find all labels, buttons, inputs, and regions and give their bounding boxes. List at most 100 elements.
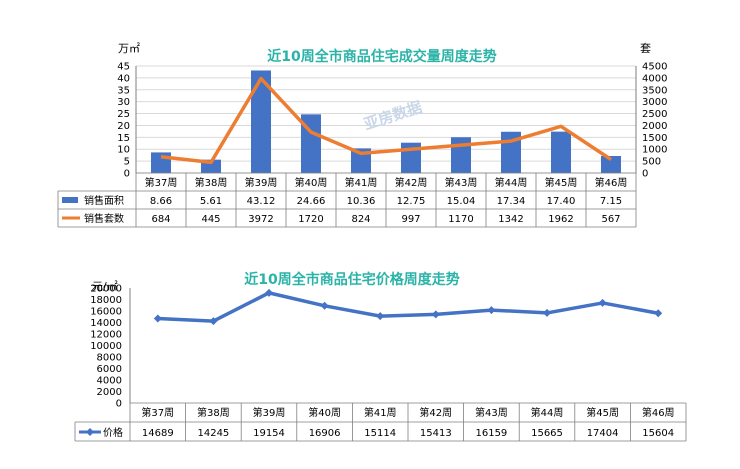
data-label-price: 14245 bbox=[197, 428, 229, 439]
x-tick-label: 第43周 bbox=[475, 406, 508, 419]
data-label-price: 14689 bbox=[142, 428, 174, 439]
data-label-price: 16159 bbox=[475, 428, 507, 439]
y-right-tick-label: 4000 bbox=[642, 73, 667, 84]
x-tick-label: 第42周 bbox=[395, 176, 428, 189]
y-left-tick-label: 40 bbox=[117, 73, 130, 84]
data-label-area: 5.61 bbox=[200, 196, 222, 207]
y-left-tick-label: 30 bbox=[117, 97, 130, 108]
legend-label-units: 销售套数 bbox=[84, 212, 124, 225]
x-tick-label: 第43周 bbox=[445, 176, 478, 189]
x-tick-label: 第44周 bbox=[495, 176, 528, 189]
x-tick-label: 第37周 bbox=[145, 176, 178, 189]
data-label-units: 1720 bbox=[298, 214, 323, 225]
x-tick-label: 第42周 bbox=[419, 406, 452, 419]
legend-key-area bbox=[62, 197, 78, 203]
right-axis-unit: 套 bbox=[640, 42, 651, 55]
y-left-tick-label: 10 bbox=[117, 145, 130, 156]
data-label-units: 3972 bbox=[248, 214, 273, 225]
price-point bbox=[432, 310, 440, 318]
x-tick-label: 第44周 bbox=[531, 406, 564, 419]
price-point bbox=[654, 309, 662, 317]
x-tick-label: 第46周 bbox=[642, 406, 675, 419]
y-right-tick-label: 2000 bbox=[642, 121, 667, 132]
data-label-units: 1962 bbox=[548, 214, 573, 225]
data-label-area: 43.12 bbox=[247, 196, 276, 207]
y-tick-label: 20000 bbox=[90, 284, 122, 295]
data-label-area: 8.66 bbox=[150, 196, 172, 207]
y-right-tick-label: 500 bbox=[642, 157, 661, 168]
price-point bbox=[321, 302, 329, 310]
x-tick-label: 第39周 bbox=[253, 406, 286, 419]
volume-chart-title: 近10周全市商品住宅成交量周度走势 bbox=[267, 48, 496, 65]
price-point bbox=[599, 299, 607, 307]
y-left-tick-label: 0 bbox=[124, 169, 130, 180]
y-right-tick-label: 0 bbox=[642, 169, 648, 180]
x-tick-label: 第40周 bbox=[295, 176, 328, 189]
area-bar bbox=[551, 132, 571, 173]
x-tick-label: 第41周 bbox=[364, 406, 397, 419]
data-label-units: 684 bbox=[151, 214, 170, 225]
y-tick-label: 6000 bbox=[97, 364, 122, 375]
y-right-tick-label: 4500 bbox=[642, 62, 667, 73]
y-left-tick-label: 35 bbox=[117, 85, 130, 96]
area-bar bbox=[451, 137, 471, 173]
x-tick-label: 第38周 bbox=[197, 406, 230, 419]
price-point bbox=[487, 306, 495, 314]
legend-label-price: 价格 bbox=[103, 426, 123, 439]
data-label-area: 10.36 bbox=[347, 196, 376, 207]
price-point bbox=[543, 309, 551, 317]
data-label-units: 445 bbox=[201, 214, 220, 225]
x-tick-label: 第38周 bbox=[195, 176, 228, 189]
x-tick-label: 第40周 bbox=[308, 406, 341, 419]
price-chart-title: 近10周全市商品住宅价格周度走势 bbox=[244, 271, 459, 288]
y-right-tick-label: 1000 bbox=[642, 145, 667, 156]
price-chart: 近10周全市商品住宅价格周度走势 元/㎡ 0200040006000800010… bbox=[75, 271, 686, 441]
data-label-area: 12.75 bbox=[397, 196, 426, 207]
y-tick-label: 16000 bbox=[90, 307, 122, 318]
x-tick-label: 第45周 bbox=[586, 406, 619, 419]
y-tick-label: 4000 bbox=[97, 376, 122, 387]
data-label-units: 824 bbox=[351, 214, 370, 225]
area-bar bbox=[151, 152, 171, 173]
data-label-price: 15413 bbox=[420, 428, 452, 439]
legend-marker-price bbox=[86, 428, 94, 436]
left-axis-unit: 万㎡ bbox=[118, 42, 140, 55]
y-tick-label: 0 bbox=[116, 399, 122, 410]
y-tick-label: 12000 bbox=[90, 330, 122, 341]
x-tick-label: 第37周 bbox=[141, 406, 174, 419]
y-tick-label: 18000 bbox=[90, 295, 122, 306]
x-tick-label: 第41周 bbox=[345, 176, 378, 189]
y-left-tick-label: 5 bbox=[124, 157, 130, 168]
watermark: 亚房数据 bbox=[362, 98, 425, 134]
y-left-tick-label: 25 bbox=[117, 109, 130, 120]
data-label-area: 17.34 bbox=[497, 196, 526, 207]
y-tick-label: 10000 bbox=[90, 341, 122, 352]
data-label-area: 15.04 bbox=[447, 196, 476, 207]
y-left-tick-label: 45 bbox=[117, 62, 130, 73]
y-tick-label: 8000 bbox=[97, 353, 122, 364]
x-tick-label: 第39周 bbox=[245, 176, 278, 189]
data-label-area: 24.66 bbox=[297, 196, 326, 207]
y-tick-label: 2000 bbox=[97, 387, 122, 398]
price-point bbox=[376, 312, 384, 320]
data-label-units: 997 bbox=[401, 214, 420, 225]
data-label-area: 17.40 bbox=[547, 196, 576, 207]
y-left-tick-label: 15 bbox=[117, 133, 130, 144]
y-right-tick-label: 2500 bbox=[642, 109, 667, 120]
y-right-tick-label: 3000 bbox=[642, 97, 667, 108]
price-point bbox=[154, 315, 162, 323]
data-label-area: 7.15 bbox=[600, 196, 622, 207]
data-label-price: 15114 bbox=[364, 428, 396, 439]
data-label-units: 1170 bbox=[448, 214, 473, 225]
data-label-price: 17404 bbox=[587, 428, 619, 439]
y-left-tick-label: 20 bbox=[117, 121, 130, 132]
y-right-tick-label: 3500 bbox=[642, 85, 667, 96]
legend-label-area: 销售面积 bbox=[84, 194, 124, 207]
volume-chart: 近10周全市商品住宅成交量周度走势 万㎡ 套 05101520253035404… bbox=[58, 42, 667, 227]
y-right-tick-label: 1500 bbox=[642, 133, 667, 144]
data-label-price: 15604 bbox=[642, 428, 674, 439]
data-label-price: 16906 bbox=[309, 428, 341, 439]
x-tick-label: 第45周 bbox=[545, 176, 578, 189]
y-tick-label: 14000 bbox=[90, 318, 122, 329]
data-label-price: 15665 bbox=[531, 428, 563, 439]
